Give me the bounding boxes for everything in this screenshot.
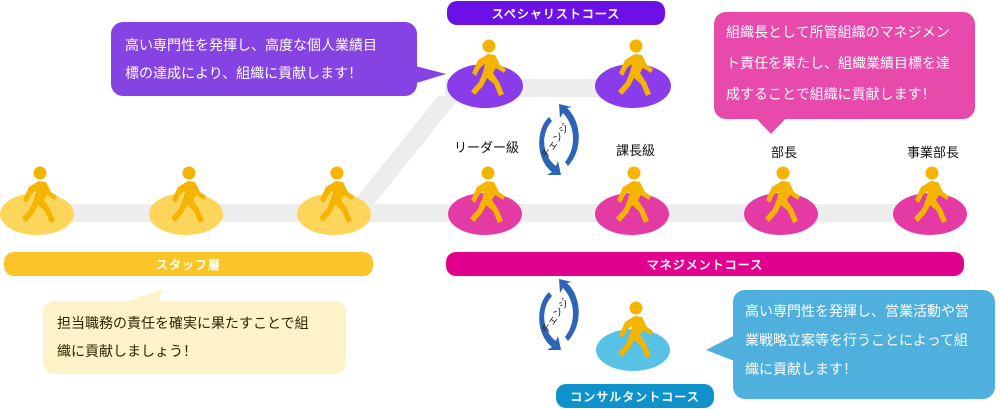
bubble-line: 織に貢献します！ xyxy=(745,362,857,378)
specialist-course-bar: スペシャリストコース xyxy=(447,1,665,25)
consultant-description-bubble: 高い専門性を発揮し、営業活動や営 業戦略立案等を行うことによって組 織に貢献しま… xyxy=(733,290,995,399)
bubble-line: ト責任を果たし、組織業績目標を達 xyxy=(726,56,950,72)
consultant-bubble-tail xyxy=(706,334,737,362)
level-label-leader: リーダー級 xyxy=(454,141,520,156)
consultant-disc xyxy=(596,329,670,371)
consultant-course-bar: コンサルタントコース xyxy=(556,384,714,408)
level-label-division-head: 事業部長 xyxy=(907,146,960,161)
bubble-line: 高い専門性を発揮し、営業活動や営 xyxy=(745,304,969,320)
bubble-line: 成することで組織に貢献します！ xyxy=(726,87,936,103)
bubble-line: 担当職務の責任を確実に果たすことで組 xyxy=(57,316,309,332)
bubble-line: 組織長として所管組織のマネジメン xyxy=(726,25,950,41)
staff-level-1-disc xyxy=(0,193,74,235)
management-description-bubble: 組織長として所管組織のマネジメン ト責任を果たし、組織業績目標を達 成することで… xyxy=(714,12,975,119)
bubble-line: 織に貢献しましょう！ xyxy=(57,344,197,360)
specialist-disc-2 xyxy=(595,64,671,108)
management-bubble-tail xyxy=(752,114,790,134)
level-label-department-head: 部長 xyxy=(771,146,798,161)
bubble-line: 標の達成により、組織に貢献します！ xyxy=(125,66,363,82)
staff-level-2-disc xyxy=(149,193,223,235)
division-head-disc xyxy=(893,193,967,235)
change-arrows-icon xyxy=(539,279,579,350)
specialist-disc-1 xyxy=(447,64,523,108)
bubble-line: 業戦略立案等を行うことによって組 xyxy=(745,333,968,349)
staff-bubble-tail xyxy=(120,289,162,304)
section-chief-disc xyxy=(595,193,669,235)
leader-disc xyxy=(448,193,522,235)
staff-level-3-disc xyxy=(297,193,371,235)
specialist-description-bubble: 高い専門性を発揮し、高度な個人業績目 標の達成により、組織に貢献します！ xyxy=(111,22,417,96)
change-arrows-icon xyxy=(539,104,579,175)
level-label-section-chief: 課長級 xyxy=(616,144,656,159)
staff-description-bubble: 担当職務の責任を確実に果たすことで組 織に貢献しましょう！ xyxy=(43,301,346,374)
staff-layer-bar: スタッフ層 xyxy=(4,252,373,276)
bubble-line: 高い専門性を発揮し、高度な個人業績目 xyxy=(125,38,377,54)
management-course-bar: マネジメントコース xyxy=(446,252,964,276)
department-head-disc xyxy=(744,193,818,235)
